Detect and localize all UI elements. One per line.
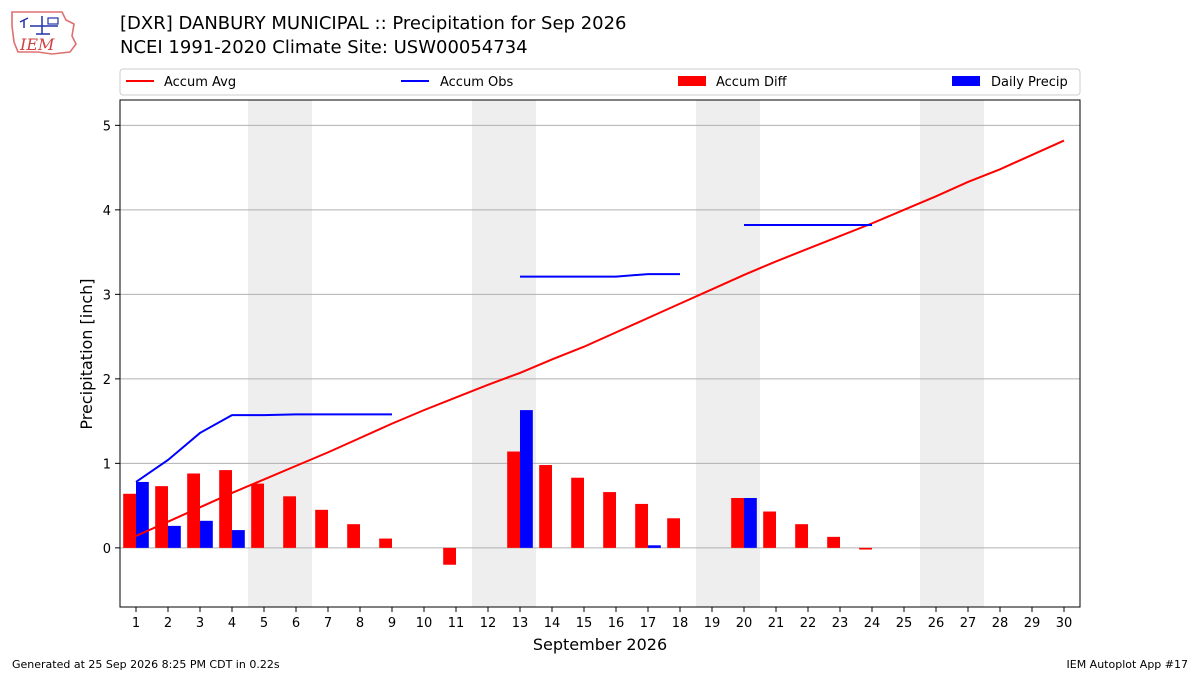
x-tick-label: 14	[544, 616, 561, 631]
grid-lines	[120, 124, 1080, 549]
x-tick-label: 7	[324, 616, 332, 631]
accum-diff-bar	[315, 509, 328, 548]
logo-text: IEM	[19, 35, 55, 54]
x-tick-label: 9	[388, 616, 396, 631]
app-credit: IEM Autoplot App #17	[1066, 658, 1189, 671]
weekend-bands	[248, 100, 984, 607]
x-axis-label: September 2026	[533, 635, 667, 654]
bars	[123, 410, 872, 565]
accum-diff-bar	[379, 538, 392, 548]
generated-timestamp: Generated at 25 Sep 2026 8:25 PM CDT in …	[12, 658, 280, 671]
weekend-band	[472, 100, 536, 607]
chart-subtitle: NCEI 1991-2020 Climate Site: USW00054734	[120, 37, 528, 58]
accum-obs-line	[135, 413, 392, 483]
x-tick-label: 5	[260, 616, 268, 631]
weekend-band	[920, 100, 984, 607]
y-tick-label: 1	[103, 457, 111, 472]
x-tick-label: 15	[576, 616, 593, 631]
accum-diff-bar	[187, 473, 200, 548]
x-tick-label: 6	[292, 616, 300, 631]
accum-diff-bar	[347, 524, 360, 548]
x-tick-label: 17	[640, 616, 657, 631]
x-tick-label: 12	[480, 616, 497, 631]
accum-diff-bar	[635, 503, 648, 548]
x-tick-label: 19	[704, 616, 721, 631]
x-tick-label: 28	[992, 616, 1009, 631]
x-tick-label: 1	[132, 616, 140, 631]
accum-obs-line	[520, 273, 680, 278]
daily-precip-bar	[648, 545, 661, 548]
x-tick-label: 22	[800, 616, 817, 631]
legend-swatch	[952, 76, 980, 86]
accum-diff-bar	[283, 496, 296, 548]
x-tick-label: 13	[512, 616, 529, 631]
legend-label: Accum Avg	[164, 75, 236, 90]
accum-diff-bar	[763, 511, 776, 548]
x-tick-label: 24	[864, 616, 881, 631]
x-tick-label: 26	[928, 616, 945, 631]
accum-diff-bar	[539, 465, 552, 548]
accum-diff-bar	[443, 547, 456, 565]
y-axis-label: Precipitation [inch]	[77, 278, 96, 429]
x-tick-label: 18	[672, 616, 689, 631]
x-tick-label: 21	[768, 616, 785, 631]
daily-precip-bar	[168, 525, 181, 548]
weekend-band	[248, 100, 312, 607]
iem-logo: IEM	[11, 11, 77, 55]
legend-label: Daily Precip	[991, 75, 1068, 90]
daily-precip-bar	[232, 530, 245, 548]
legend-box	[119, 68, 1081, 96]
x-tick-label: 11	[448, 616, 465, 631]
accum-diff-bar	[731, 497, 744, 548]
daily-precip-bar	[200, 520, 213, 548]
y-tick-label: 0	[103, 542, 111, 557]
accum-diff-bar	[219, 470, 232, 548]
x-tick-label: 20	[736, 616, 753, 631]
accum-diff-bar	[251, 483, 264, 548]
legend: Accum Avg Accum Obs Accum Diff Daily Precip	[119, 68, 1081, 96]
x-tick-label: 23	[832, 616, 849, 631]
y-tick-label: 4	[103, 204, 111, 219]
chart-title: [DXR] DANBURY MUNICIPAL :: Precipitation…	[120, 13, 627, 34]
plot-frame	[119, 99, 1081, 608]
accum-diff-bar	[155, 486, 168, 548]
accum-diff-bar	[667, 518, 680, 548]
legend-swatch	[678, 76, 706, 86]
accum-diff-bar	[123, 493, 136, 548]
y-tick-label: 2	[103, 373, 111, 388]
x-tick-label: 8	[356, 616, 364, 631]
x-tick-label: 27	[960, 616, 977, 631]
accum-diff-bar	[507, 451, 520, 548]
weekend-band	[696, 100, 760, 607]
x-tick-label: 25	[896, 616, 913, 631]
x-tick-label: 3	[196, 616, 204, 631]
x-tick-label: 2	[164, 616, 172, 631]
daily-precip-bar	[744, 497, 757, 548]
y-tick-label: 5	[103, 119, 111, 134]
accum-diff-bar	[859, 547, 872, 550]
y-tick-label: 3	[103, 288, 111, 303]
accum-diff-bar	[827, 536, 840, 548]
x-tick-label: 10	[416, 616, 433, 631]
series-lines	[135, 139, 1065, 537]
daily-precip-bar	[136, 481, 149, 548]
accum-diff-bar	[603, 492, 616, 548]
x-tick-label: 4	[228, 616, 236, 631]
x-tick-label: 29	[1024, 616, 1041, 631]
accum-diff-bar	[795, 524, 808, 548]
daily-precip-bar	[520, 410, 533, 548]
accum-avg-line	[135, 139, 1065, 537]
legend-label: Accum Diff	[716, 75, 788, 90]
legend-label: Accum Obs	[440, 75, 513, 90]
accum-diff-bar	[571, 477, 584, 548]
x-tick-label: 16	[608, 616, 625, 631]
x-tick-label: 30	[1056, 616, 1073, 631]
